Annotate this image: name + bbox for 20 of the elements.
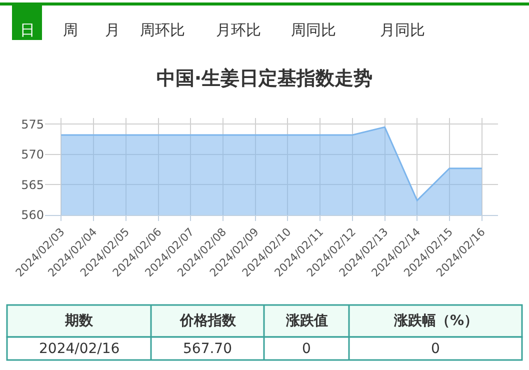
text: 涨跌幅（%） (393, 313, 478, 329)
text: 567.70 (183, 341, 232, 357)
text: 月 (105, 21, 120, 39)
text: 2024/02/16 (39, 341, 120, 357)
text: 周 (63, 21, 78, 39)
y-tick-label: 565 (21, 178, 44, 192)
chart-title: 中国·生姜日定基指数走势 (156, 68, 373, 90)
text: 月环比 (216, 21, 261, 39)
text: 周环比 (140, 21, 185, 39)
text: 涨跌值 (285, 313, 328, 329)
y-tick-label: 575 (21, 117, 44, 132)
text: 0 (431, 341, 440, 357)
text: 期数 (64, 313, 94, 329)
text: 价格指数 (179, 313, 237, 329)
text: 周同比 (291, 21, 336, 39)
text: 月同比 (380, 21, 425, 39)
text: 日 (20, 21, 35, 39)
y-tick-label: 570 (21, 148, 44, 162)
y-tick-label: 560 (21, 208, 44, 222)
text: 0 (302, 341, 311, 357)
